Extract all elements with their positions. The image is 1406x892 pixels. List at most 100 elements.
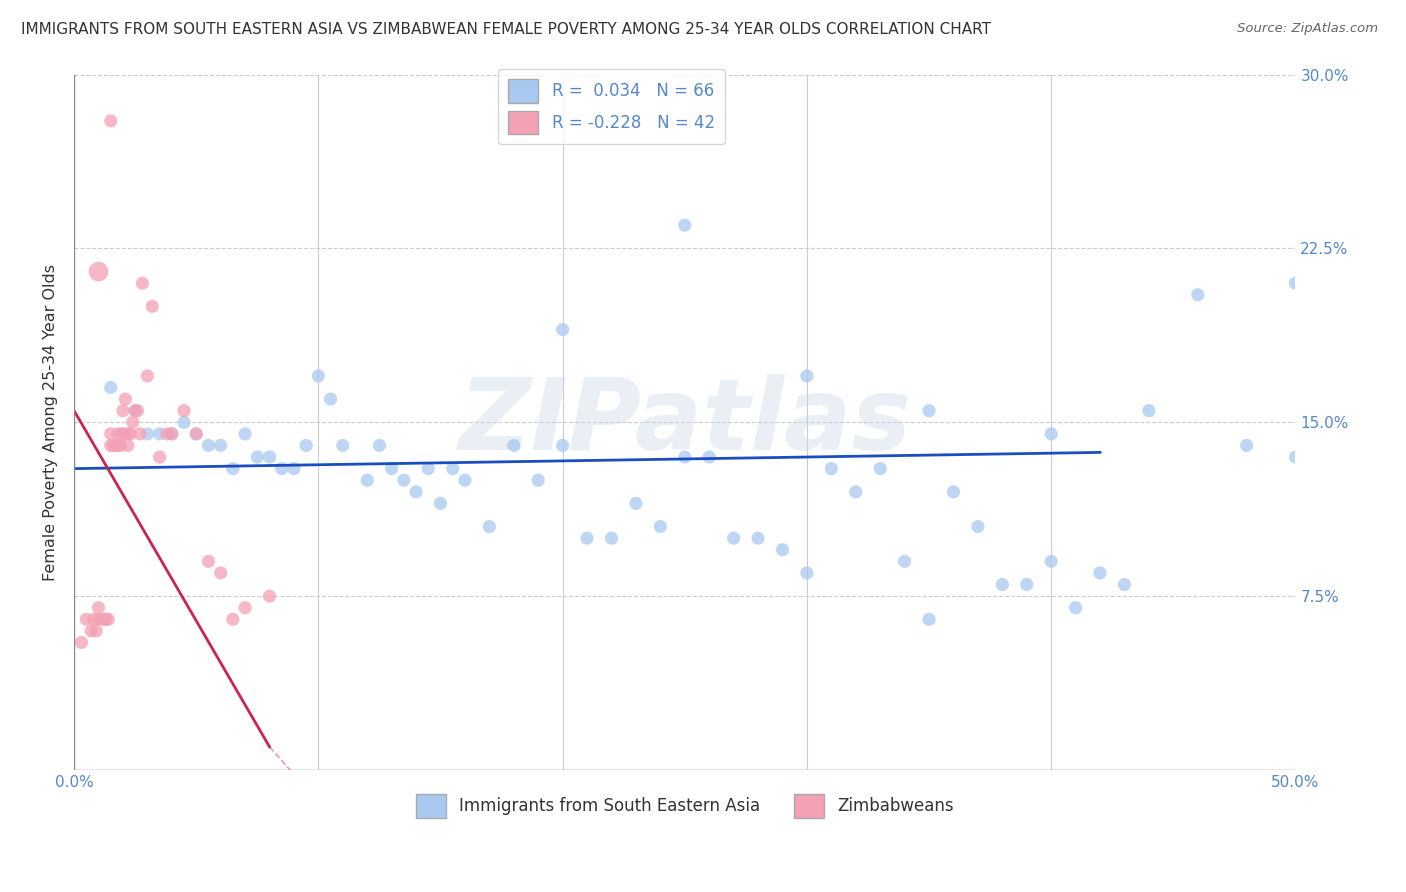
Point xyxy=(186,426,208,441)
Point xyxy=(197,438,219,452)
Point xyxy=(429,496,451,510)
Point xyxy=(441,461,464,475)
Point xyxy=(93,612,115,626)
Point xyxy=(87,612,110,626)
Point xyxy=(405,484,427,499)
Point xyxy=(160,426,183,441)
Point xyxy=(70,635,93,649)
Point xyxy=(1187,287,1209,301)
Point xyxy=(80,624,103,638)
Point xyxy=(222,461,245,475)
Point xyxy=(222,612,245,626)
Point xyxy=(673,450,696,464)
Point xyxy=(942,484,965,499)
Point xyxy=(418,461,440,475)
Point xyxy=(141,299,163,313)
Point xyxy=(121,415,143,429)
Point xyxy=(1088,566,1111,580)
Point xyxy=(845,484,868,499)
Point xyxy=(332,438,354,452)
Text: IMMIGRANTS FROM SOUTH EASTERN ASIA VS ZIMBABWEAN FEMALE POVERTY AMONG 25-34 YEAR: IMMIGRANTS FROM SOUTH EASTERN ASIA VS ZI… xyxy=(21,22,991,37)
Point xyxy=(124,403,146,417)
Point xyxy=(209,566,232,580)
Point xyxy=(697,450,720,464)
Point xyxy=(136,368,159,383)
Point xyxy=(1015,577,1038,591)
Point xyxy=(893,554,915,568)
Point xyxy=(991,577,1014,591)
Point xyxy=(295,438,318,452)
Point xyxy=(723,531,745,545)
Point xyxy=(233,600,256,615)
Point xyxy=(820,461,842,475)
Point xyxy=(173,415,195,429)
Point xyxy=(94,612,117,626)
Point xyxy=(209,438,232,452)
Point xyxy=(104,438,127,452)
Point xyxy=(127,403,149,417)
Point xyxy=(307,368,329,383)
Point xyxy=(97,612,120,626)
Point xyxy=(136,426,159,441)
Point xyxy=(101,438,124,452)
Point xyxy=(124,403,146,417)
Legend: Immigrants from South Eastern Asia, Zimbabweans: Immigrants from South Eastern Asia, Zimb… xyxy=(409,788,960,824)
Point xyxy=(259,589,281,603)
Point xyxy=(551,322,574,336)
Point xyxy=(107,438,129,452)
Point xyxy=(100,438,122,452)
Point xyxy=(129,426,152,441)
Point xyxy=(156,426,179,441)
Point xyxy=(650,519,672,533)
Point xyxy=(600,531,623,545)
Point xyxy=(796,566,818,580)
Point xyxy=(869,461,891,475)
Point xyxy=(454,473,477,487)
Point xyxy=(149,450,172,464)
Point xyxy=(576,531,599,545)
Point xyxy=(87,600,110,615)
Point xyxy=(502,438,524,452)
Point xyxy=(772,542,794,557)
Point xyxy=(84,624,107,638)
Point xyxy=(392,473,415,487)
Point xyxy=(100,426,122,441)
Point xyxy=(368,438,391,452)
Point xyxy=(100,380,122,394)
Point xyxy=(1040,554,1063,568)
Point xyxy=(110,438,132,452)
Point xyxy=(1284,450,1306,464)
Point xyxy=(478,519,501,533)
Point xyxy=(673,218,696,232)
Point xyxy=(233,426,256,441)
Point xyxy=(967,519,990,533)
Point xyxy=(100,114,122,128)
Point xyxy=(624,496,647,510)
Point xyxy=(107,426,129,441)
Text: Source: ZipAtlas.com: Source: ZipAtlas.com xyxy=(1237,22,1378,36)
Point xyxy=(1114,577,1136,591)
Point xyxy=(120,426,142,441)
Point xyxy=(747,531,769,545)
Point xyxy=(1064,600,1087,615)
Point xyxy=(114,392,136,406)
Point xyxy=(131,276,153,290)
Point xyxy=(246,450,269,464)
Point xyxy=(186,426,208,441)
Point xyxy=(1284,276,1306,290)
Point xyxy=(527,473,550,487)
Point xyxy=(270,461,292,475)
Point xyxy=(117,438,139,452)
Text: ZIPatlas: ZIPatlas xyxy=(458,374,911,471)
Point xyxy=(356,473,378,487)
Point xyxy=(1040,426,1063,441)
Point xyxy=(111,426,134,441)
Point xyxy=(319,392,342,406)
Point xyxy=(149,426,172,441)
Point xyxy=(918,612,941,626)
Point xyxy=(918,403,941,417)
Point xyxy=(551,438,574,452)
Point xyxy=(1236,438,1258,452)
Point xyxy=(75,612,97,626)
Point xyxy=(197,554,219,568)
